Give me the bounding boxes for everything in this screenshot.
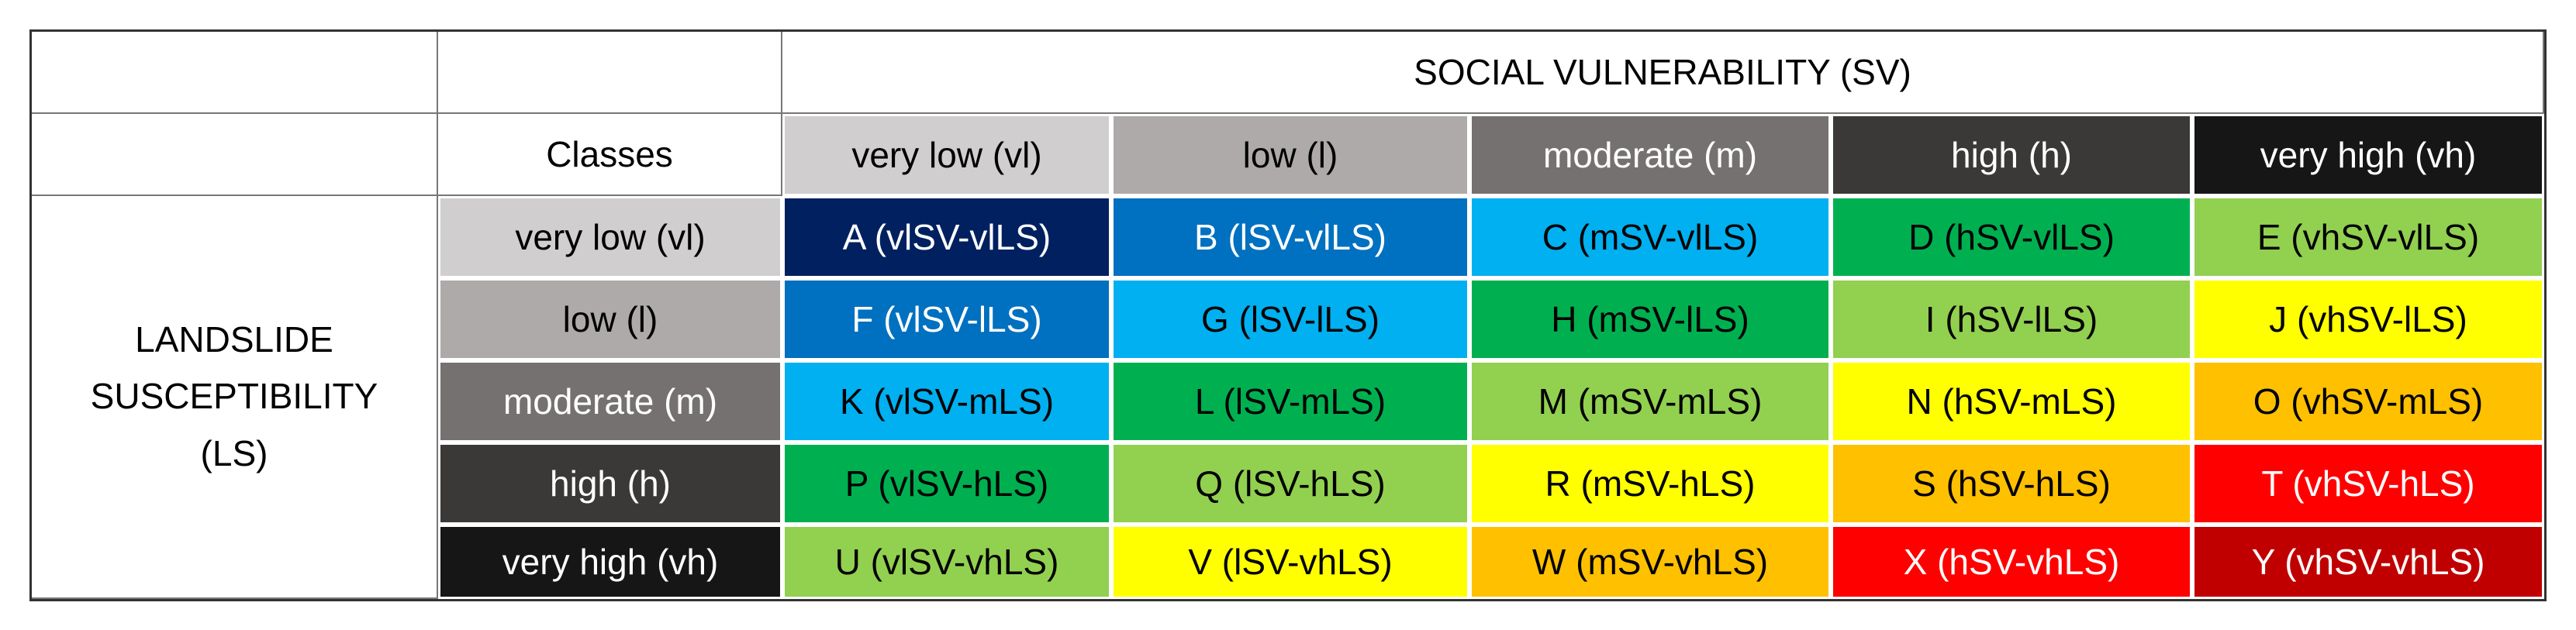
classes-label: Classes — [438, 114, 782, 196]
class-cell: F (vlSV-lLS) — [782, 278, 1111, 360]
class-cell: Q (lSV-hLS) — [1111, 442, 1469, 525]
row-axis-label-line: LANDSLIDE — [135, 318, 333, 360]
row-header: very low (vl) — [438, 196, 782, 278]
class-cell: M (mSV-mLS) — [1469, 360, 1831, 442]
class-cell: S (hSV-hLS) — [1831, 442, 2192, 525]
column-header: moderate (m) — [1469, 114, 1831, 196]
class-cell: U (vlSV-vhLS) — [782, 525, 1111, 599]
class-cell: I (hSV-lLS) — [1831, 278, 2192, 360]
class-cell: X (hSV-vhLS) — [1831, 525, 2192, 599]
corner-cell — [438, 32, 782, 114]
class-cell: O (vhSV-mLS) — [2192, 360, 2544, 442]
class-cell: R (mSV-hLS) — [1469, 442, 1831, 525]
class-cell: W (mSV-vhLS) — [1469, 525, 1831, 599]
class-cell: N (hSV-mLS) — [1831, 360, 2192, 442]
row-axis-label-line: SUSCEPTIBILITY — [90, 376, 378, 417]
row-header: low (l) — [438, 278, 782, 360]
class-cell: K (vlSV-mLS) — [782, 360, 1111, 442]
row-axis-label-line: (LS) — [200, 432, 268, 473]
column-header: very low (vl) — [782, 114, 1111, 196]
class-cell: C (mSV-vlLS) — [1469, 196, 1831, 278]
column-header: low (l) — [1111, 114, 1469, 196]
row-header: very high (vh) — [438, 525, 782, 599]
row-header: high (h) — [438, 442, 782, 525]
column-header: high (h) — [1831, 114, 2192, 196]
class-cell: Y (vhSV-vhLS) — [2192, 525, 2544, 599]
class-cell: V (lSV-vhLS) — [1111, 525, 1469, 599]
class-cell: G (lSV-lLS) — [1111, 278, 1469, 360]
class-cell: D (hSV-vlLS) — [1831, 196, 2192, 278]
class-cell: E (vhSV-vlLS) — [2192, 196, 2544, 278]
row-axis-label: LANDSLIDE SUSCEPTIBILITY (LS) — [32, 196, 438, 599]
classification-table: SOCIAL VULNERABILITY (SV) Classes LANDSLID… — [29, 29, 2547, 601]
column-header: very high (vh) — [2192, 114, 2544, 196]
class-cell: B (lSV-vlLS) — [1111, 196, 1469, 278]
class-cell: L (lSV-mLS) — [1111, 360, 1469, 442]
class-cell: T (vhSV-hLS) — [2192, 442, 2544, 525]
class-cell: P (vlSV-hLS) — [782, 442, 1111, 525]
class-cell: H (mSV-lLS) — [1469, 278, 1831, 360]
table-title: SOCIAL VULNERABILITY (SV) — [782, 32, 2544, 114]
row-header: moderate (m) — [438, 360, 782, 442]
class-cell: J (vhSV-lLS) — [2192, 278, 2544, 360]
corner-cell — [32, 114, 438, 196]
corner-cell — [32, 32, 438, 114]
class-cell: A (vlSV-vlLS) — [782, 196, 1111, 278]
